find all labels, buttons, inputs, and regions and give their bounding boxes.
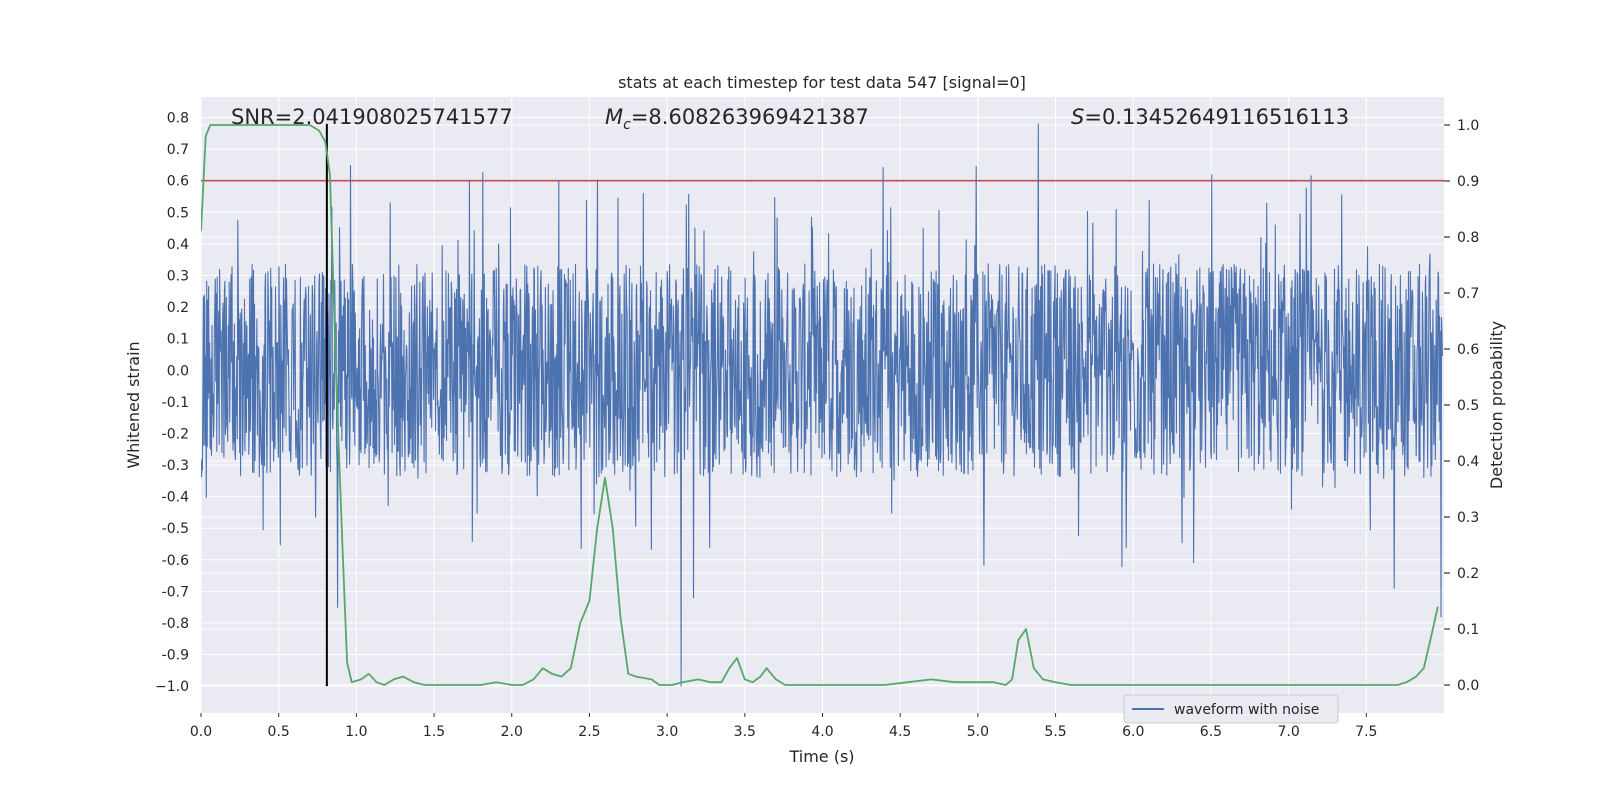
y2-axis-label: Detection probability [1487,321,1506,489]
y-tick-label: 0.6 [167,174,189,190]
x-tick-label: 0.0 [190,724,212,740]
y2-tick-label: 0.9 [1457,174,1479,190]
x-tick-label: 1.0 [345,724,367,740]
x-tick-label: 5.0 [967,724,989,740]
y-tick-label: -0.6 [162,553,189,569]
y2-tick-label: 0.6 [1457,342,1479,358]
y-tick-label: -0.5 [162,521,189,537]
y-tick-label: 0.5 [167,205,189,221]
x-tick-label: 3.0 [656,724,678,740]
y-tick-label: −1.0 [155,679,189,695]
y-tick-label: 0.8 [167,111,189,127]
y2-tick-label: 0.8 [1457,230,1479,246]
x-tick-label: 1.5 [423,724,445,740]
x-tick-label: 5.5 [1044,724,1066,740]
y-axis-label: Whitened strain [124,341,143,468]
y-tick-label: -0.3 [162,458,189,474]
x-axis-label: Time (s) [788,747,854,766]
y-tick-label: 0.0 [167,363,189,379]
y2-tick-label: 0.7 [1457,286,1479,302]
y2-ticks: 1.0 0.9 0.8 0.7 0.6 0.5 0.4 0.3 0.2 0.1 0.0 [1444,118,1479,694]
y-tick-label: -0.9 [162,648,189,664]
y-tick-label: -0.2 [162,426,189,442]
chart-title: stats at each timestep for test data 547… [618,73,1026,92]
y-tick-label: -0.1 [162,395,189,411]
grid [200,97,1444,713]
waveform-series [201,123,1443,687]
probability-line [201,124,1439,686]
y-tick-label: -0.4 [162,490,189,506]
y-ticks: 0.8 0.7 0.6 0.5 0.4 0.3 0.2 0.1 0.0 -0.1 -0.2 -0.3 -… [155,111,189,696]
y2-tick-label: 0.5 [1457,398,1479,414]
x-tick-label: 7.5 [1355,724,1377,740]
x-tick-label: 0.5 [268,724,290,740]
y-tick-label: -0.7 [162,584,189,600]
legend-entry-label: waveform with noise [1174,702,1319,718]
x-tick-label: 3.5 [734,724,756,740]
statistic-annotation: S=0.13452649116516113 [1071,105,1349,129]
y-tick-label: 0.7 [167,142,189,158]
chirp-mass-annotation: Mc=8.608263969421387 [605,105,869,133]
x-tick-label: 2.0 [501,724,523,740]
y-tick-label: 0.3 [167,268,189,284]
y-tick-label: -0.8 [162,616,189,632]
x-ticks: 0.0 0.5 1.0 1.5 2.0 2.5 3.0 3.5 4.0 4.5 5.0 5.5 6.0 6… [190,713,1377,740]
snr-annotation: SNR=2.041908025741577 [231,105,513,129]
x-tick-label: 2.5 [578,724,600,740]
y2-tick-label: 1.0 [1457,118,1479,134]
x-tick-label: 4.0 [811,724,833,740]
x-tick-label: 6.5 [1200,724,1222,740]
y2-tick-label: 0.0 [1457,678,1479,694]
probability-series [201,124,1439,686]
x-tick-label: 6.0 [1122,724,1144,740]
legend: waveform with noise [1123,694,1339,724]
y2-tick-label: 0.1 [1457,622,1479,638]
y-tick-label: 0.2 [167,300,189,316]
x-tick-label: 4.5 [889,724,911,740]
y2-tick-label: 0.2 [1457,566,1479,582]
x-tick-label: 7.0 [1277,724,1299,740]
y-tick-label: 0.4 [167,237,189,253]
y-tick-label: 0.1 [167,332,189,348]
y2-tick-label: 0.3 [1457,510,1479,526]
waveform-line [201,123,1443,687]
legend-box [1123,694,1339,724]
y2-tick-label: 0.4 [1457,454,1479,470]
